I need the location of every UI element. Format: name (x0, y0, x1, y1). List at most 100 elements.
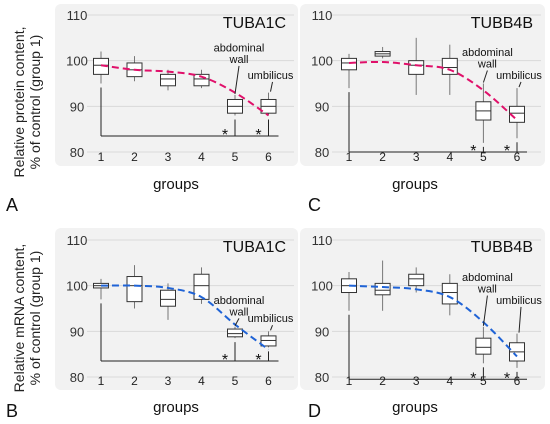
panel-title: TUBB4B (471, 239, 533, 256)
box-group-6 (260, 331, 277, 348)
box (227, 328, 243, 338)
panel-title: TUBA1C (223, 15, 286, 32)
panel-c: 80 90 100 110 1 2 3 4 5 6 * * abdominalwallumbilicus… (300, 4, 545, 166)
x-tick-label: 4 (198, 374, 205, 388)
x-axis-label: groups (392, 399, 438, 416)
x-tick-label: 2 (379, 150, 386, 164)
x-tick-label: 3 (413, 374, 420, 388)
annotation-pointer (482, 295, 488, 326)
y-tick-label: 80 (70, 370, 84, 385)
y-tick-label: 80 (70, 145, 84, 160)
significance-star: * (504, 370, 510, 387)
significance-star: * (470, 370, 476, 387)
y-tick-label: 90 (315, 324, 329, 339)
y-tick-label: 110 (67, 8, 88, 23)
y-tick-label: 90 (70, 324, 84, 339)
annotation-label: wall (477, 59, 497, 71)
y-tick-label: 110 (312, 8, 333, 23)
protein-ylabel-line1: Relative protein content, (11, 27, 27, 178)
annotation-pointer (482, 70, 488, 83)
box-group-2 (374, 46, 391, 59)
x-tick-label: 3 (165, 150, 172, 164)
x-tick-label: 6 (265, 150, 272, 164)
y-tick-label: 90 (315, 99, 329, 114)
plot-background (55, 4, 298, 166)
y-tick-label: 100 (311, 279, 333, 294)
trend-curve (100, 284, 270, 351)
annotation-label: abdominal (214, 295, 265, 307)
y-tick-label: 90 (70, 99, 84, 114)
annotation-label: umbilicus (248, 313, 294, 325)
box (341, 57, 357, 71)
box (408, 273, 425, 287)
panel-letter: A (6, 195, 18, 215)
x-tick-label: 1 (98, 374, 105, 388)
x-tick-label: 6 (514, 374, 521, 388)
x-axis-label: groups (392, 176, 438, 193)
x-tick-label: 2 (131, 150, 138, 164)
box-group-2 (374, 260, 391, 311)
box-group-4 (193, 69, 210, 89)
x-tick-label: 3 (413, 150, 420, 164)
x-tick-label: 5 (480, 374, 487, 388)
box-group-5 (475, 83, 492, 143)
x-tick-label: 6 (265, 374, 272, 388)
x-axis-label: groups (153, 399, 199, 416)
box-group-3 (160, 69, 176, 91)
x-tick-label: 1 (346, 150, 353, 164)
box-group-4 (441, 274, 458, 316)
box-group-3 (408, 37, 425, 95)
mrna-ylabel-line1: Relative mRNA content, (11, 244, 27, 393)
annotation-label: abdominal (462, 272, 513, 284)
annotation-pointer (270, 81, 273, 92)
mrna-ylabel-line2: % of control (group 1) (27, 251, 43, 386)
panel-b: 80 90 100 110 1 2 3 4 5 6 * * abdominalwallumbilicus… (55, 228, 298, 390)
box (160, 73, 176, 87)
panel-letter: C (308, 195, 321, 215)
box-group-5 (227, 326, 243, 339)
panel-title: TUBA1C (223, 239, 286, 256)
annotation-label: wall (229, 54, 249, 66)
box (475, 337, 492, 355)
box-group-6 (509, 88, 525, 139)
panel-letter: D (308, 401, 321, 421)
box (408, 60, 425, 75)
x-tick-label: 2 (379, 374, 386, 388)
y-tick-label: 100 (66, 279, 88, 294)
annotation-label: wall (229, 306, 249, 318)
box (193, 273, 210, 300)
box (160, 289, 176, 307)
annotation-label: wall (477, 284, 497, 296)
annotation-pointer (234, 65, 240, 94)
protein-ylabel-line2: % of control (group 1) (27, 35, 43, 170)
annotation-pointer (518, 81, 522, 88)
plot-background (55, 228, 298, 390)
box-group-1 (93, 51, 109, 84)
box (441, 57, 458, 75)
y-tick-label: 100 (311, 54, 333, 69)
x-tick-label: 1 (98, 150, 105, 164)
box (193, 73, 210, 87)
significance-star: * (504, 143, 510, 160)
annotation-pointer (270, 325, 273, 331)
x-tick-label: 4 (198, 150, 205, 164)
panel-title: TUBB4B (471, 15, 533, 32)
x-axis-label: groups (153, 176, 199, 193)
x-tick-label: 2 (131, 374, 138, 388)
x-tick-label: 4 (446, 374, 453, 388)
x-tick-label: 6 (514, 150, 521, 164)
y-tick-label: 110 (312, 233, 333, 248)
y-tick-label: 110 (67, 233, 88, 248)
significance-star: * (255, 352, 261, 369)
x-tick-label: 4 (446, 150, 453, 164)
significance-star: * (255, 127, 261, 144)
box-group-5 (475, 326, 492, 364)
annotation-pointer (518, 306, 522, 333)
annotation-label: abdominal (462, 47, 513, 59)
panel-letter: B (6, 401, 18, 421)
x-tick-label: 5 (232, 374, 239, 388)
annotation-label: umbilicus (496, 70, 542, 82)
box (93, 57, 109, 75)
